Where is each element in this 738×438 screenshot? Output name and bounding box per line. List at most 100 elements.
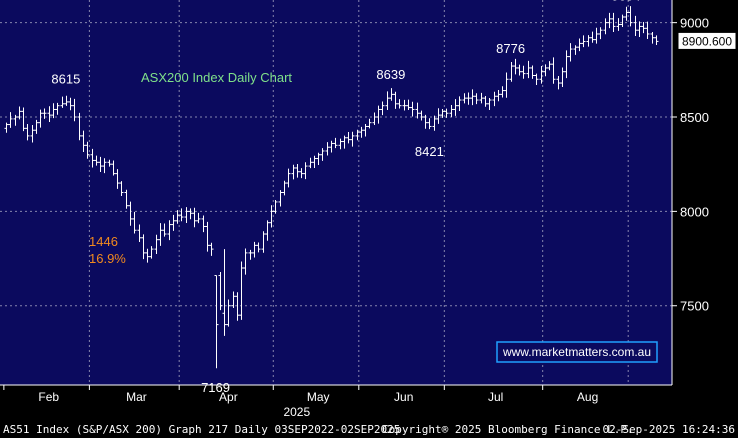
ohlc-bar [547, 61, 552, 71]
ohlc-bar [466, 92, 471, 105]
watermark-border [496, 341, 658, 363]
ohlc-bar [85, 141, 90, 159]
ohlc-bar [55, 102, 60, 115]
ohlc-bar [611, 12, 616, 33]
x-tick-label: Apr [219, 390, 238, 404]
ohlc-bar [474, 93, 479, 105]
ohlc-bar [231, 291, 236, 309]
ohlc-bar [248, 249, 253, 260]
ohlc-bar [34, 119, 39, 134]
price-annotation: 8421 [415, 144, 444, 159]
ohlc-bar [188, 208, 193, 220]
x-tick-label: Jun [394, 390, 413, 404]
ohlc-bar [218, 272, 223, 311]
ohlc-bar [577, 38, 582, 52]
ohlc-bar [308, 157, 313, 169]
ohlc-bar [8, 112, 13, 128]
ohlc-bar [214, 275, 219, 369]
ohlc-bar [47, 106, 52, 123]
ohlc-bar [526, 60, 531, 79]
ohlc-bar [500, 86, 505, 98]
ohlc-bar [128, 201, 133, 226]
ohlc-bar [98, 156, 103, 172]
ohlc-bar [124, 189, 129, 209]
price-annotation: 8639 [376, 67, 405, 82]
ohlc-bar [196, 212, 201, 224]
ohlc-bar [350, 131, 355, 147]
ohlc-bar [111, 160, 116, 176]
ohlc-bar [453, 99, 458, 116]
ohlc-bar [269, 205, 274, 228]
annotations: 8615 7169 8639 8421 8776 9054 [51, 0, 640, 395]
ohlc-bar [25, 124, 30, 141]
ohlc-bar [410, 101, 415, 117]
ohlc-bar [38, 109, 43, 128]
ohlc-bar [444, 108, 449, 118]
ohlc-bar [590, 31, 595, 43]
ohlc-bar [372, 112, 377, 125]
ohlc-bar [235, 292, 240, 321]
ohlc-bar [192, 207, 197, 228]
ohlc-bar [603, 18, 608, 35]
ohlc-bar [645, 21, 650, 39]
ohlc-bar [162, 223, 167, 237]
ohlc-bar [551, 57, 556, 84]
ohlc-bar [329, 140, 334, 153]
x-tick-label: May [307, 390, 330, 404]
ohlc-bar [282, 180, 287, 196]
ohlc-bar [470, 89, 475, 106]
ohlc-bar [17, 106, 22, 120]
ohlc-bar [504, 72, 509, 98]
ohlc-bar [68, 97, 73, 111]
ohlc-bar [265, 220, 270, 241]
ohlc-bar [633, 15, 638, 37]
ohlc-bar [158, 223, 163, 246]
x-year-label: 2025 [283, 405, 310, 419]
ohlc-bar [586, 35, 591, 47]
price-bars [4, 6, 659, 369]
ohlc-bar [222, 249, 227, 336]
y-tick-label: 8500 [680, 110, 709, 125]
ohlc-bar [141, 234, 146, 260]
ohlc-bar [641, 21, 646, 34]
ohlc-bar [184, 207, 189, 224]
ohlc-bar [492, 91, 497, 107]
ohlc-bar [479, 92, 484, 104]
y-tick-label: 7500 [680, 299, 709, 314]
ohlc-bar [132, 211, 137, 234]
ohlc-bar [654, 35, 659, 45]
grid [0, 0, 672, 385]
ohlc-bar [393, 91, 398, 109]
ohlc-bar [457, 96, 462, 111]
ohlc-bar [273, 199, 278, 214]
ohlc-bar [581, 35, 586, 48]
ohlc-bar [81, 130, 86, 153]
ohlc-bar [299, 168, 304, 179]
ohlc-bar [115, 169, 120, 189]
ohlc-bar [355, 129, 360, 141]
ohlc-bar [376, 105, 381, 124]
price-annotation: 7169 [201, 380, 230, 395]
price-annotation: 8776 [496, 41, 525, 56]
ohlc-bar [72, 98, 77, 122]
ohlc-bar [543, 64, 548, 77]
ohlc-bar [90, 148, 95, 168]
y-tick-label: 9000 [680, 16, 709, 31]
ohlc-bar [509, 62, 514, 82]
ohlc-bar [397, 99, 402, 109]
ohlc-bar [650, 31, 655, 44]
ohlc-bar [530, 65, 535, 79]
ohlc-bar [432, 115, 437, 131]
ohlc-bar [517, 64, 522, 76]
last-price-marker: 8900.600 [677, 31, 737, 50]
ohlc-bar [303, 162, 308, 180]
ohlc-bar [616, 18, 621, 31]
ohlc-bar [154, 234, 159, 255]
ohlc-bar [594, 27, 599, 44]
ohlc-bar [367, 118, 372, 129]
ohlc-bar [389, 88, 394, 101]
footer-timestamp: 02-Sep-2025 16:24:36 [603, 423, 735, 436]
ohlc-bar [21, 107, 26, 132]
ohlc-bar [620, 14, 625, 28]
